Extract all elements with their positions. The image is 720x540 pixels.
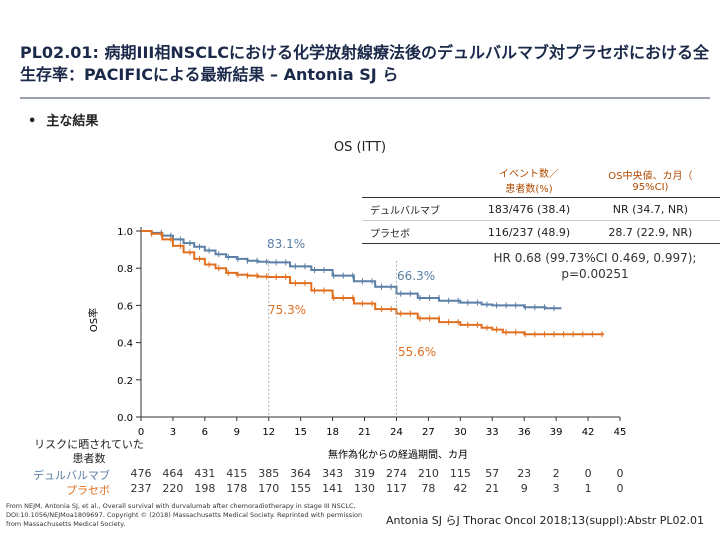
bullet-heading: • 主な結果: [28, 110, 98, 129]
x-tick-label: 27: [422, 427, 435, 438]
table-row: プラセボ 116/237 (48.9) 28.7 (22.9, NR): [362, 220, 720, 244]
risk-cell: 115: [449, 467, 471, 480]
risk-cell: 237: [130, 482, 152, 495]
y-tick-label: 0.6: [117, 301, 133, 312]
annotation-placebo-12m: 75.3%: [268, 303, 306, 317]
row-label: デュルバルマブ: [362, 197, 478, 221]
x-tick-label: 9: [234, 427, 240, 438]
risk-table-title: リスクに晒されていた 患者数: [34, 438, 144, 465]
risk-cell: 117: [385, 482, 407, 495]
risk-cell: 415: [226, 467, 248, 480]
y-tick-label: 0.4: [117, 339, 133, 350]
risk-label-placebo: プラセボ: [66, 484, 110, 497]
y-tick-label: 0.2: [117, 376, 133, 387]
page-title: PL02.01: 病期III相NSCLCにおける化学放射線療法後のデュルバルマブ…: [20, 43, 709, 84]
risk-cell: 2: [552, 467, 560, 480]
durvalumab-curve: [141, 230, 562, 310]
risk-cell: 178: [226, 482, 248, 495]
risk-cell: 0: [616, 482, 624, 495]
curves: [141, 229, 605, 417]
hazard-ratio-text: HR 0.68 (99.73%CI 0.469, 0.997); p=0.002…: [493, 251, 697, 281]
risk-cell: 21: [485, 482, 500, 495]
title-divider: [20, 97, 710, 99]
risk-cell: 170: [258, 482, 280, 495]
risk-cell: 343: [322, 467, 344, 480]
summary-header-events-text: イベント数／ 患者数(%): [499, 169, 559, 195]
summary-header-median-text: OS中央値、カ月（ 95%CI): [608, 171, 693, 193]
x-tick-label: 42: [582, 427, 595, 438]
risk-cell: 3: [552, 482, 560, 495]
x-tick-label: 45: [614, 427, 627, 438]
risk-cell: 42: [453, 482, 468, 495]
risk-cell: 9: [520, 482, 528, 495]
risk-cell: 364: [290, 467, 312, 480]
summary-header-events: イベント数／ 患者数(%): [477, 163, 581, 198]
risk-cell: 141: [322, 482, 344, 495]
summary-table: イベント数／ 患者数(%) OS中央値、カ月（ 95%CI) デュルバルマブ 1…: [362, 163, 720, 244]
footer-citation: From NEJM, Antonia SJ, et al., Overall s…: [6, 502, 363, 528]
x-tick-label: 36: [518, 427, 531, 438]
risk-cell: 210: [417, 467, 439, 480]
x-tick-label: 18: [326, 427, 339, 438]
summary-header-median: OS中央値、カ月（ 95%CI): [581, 163, 720, 198]
row-median: NR (34.7, NR): [580, 197, 720, 221]
x-tick-label: 39: [550, 427, 563, 438]
risk-cell: 464: [162, 467, 184, 480]
risk-cell: 319: [354, 467, 376, 480]
risk-cell: 1: [584, 482, 592, 495]
risk-cell: 476: [130, 467, 152, 480]
bullet-text: 主な結果: [46, 114, 99, 129]
x-tick-label: 33: [486, 427, 499, 438]
summary-header-row: イベント数／ 患者数(%) OS中央値、カ月（ 95%CI): [362, 163, 720, 198]
chart-title: OS (ITT): [333, 140, 387, 155]
row-events: 116/237 (48.9): [477, 220, 581, 244]
x-tick-label: 24: [390, 427, 403, 438]
risk-label-durvalumab: デュルバルマブ: [33, 469, 110, 482]
risk-cell: 78: [421, 482, 436, 495]
footer-reference: Antonia SJ らJ Thorac Oncol 2018;13(suppl…: [386, 514, 704, 527]
risk-cell: 431: [194, 467, 216, 480]
annotation-placebo-24m: 55.6%: [398, 345, 436, 359]
annotation-durvalumab-12m: 83.1%: [267, 237, 305, 251]
x-tick-label: 0: [138, 427, 144, 438]
y-tick-label: 0.0: [117, 413, 133, 424]
risk-cell: 130: [354, 482, 376, 495]
risk-cell: 274: [385, 467, 407, 480]
row-label: プラセボ: [362, 220, 478, 244]
risk-cell: 0: [616, 467, 624, 480]
y-tick-label: 1.0: [117, 227, 133, 238]
risk-cell: 220: [162, 482, 184, 495]
annotation-durvalumab-24m: 66.3%: [397, 269, 435, 283]
bullet-dot: •: [28, 114, 37, 129]
risk-cell: 57: [485, 467, 500, 480]
x-tick-label: 15: [294, 427, 307, 438]
risk-cell: 23: [517, 467, 532, 480]
axes: 0.00.20.40.60.81.00 3 6 9 12 15 18 21 24 27 30 33 36…: [117, 227, 626, 438]
row-median: 28.7 (22.9, NR): [580, 220, 720, 244]
row-events: 183/476 (38.4): [477, 197, 581, 221]
x-tick-label: 3: [170, 427, 176, 438]
y-tick-label: 0.8: [117, 264, 133, 275]
placebo-curve: [141, 230, 605, 336]
table-row: デュルバルマブ 183/476 (38.4) NR (34.7, NR): [362, 197, 720, 221]
x-tick-label: 21: [358, 427, 371, 438]
y-axis-label: OS率: [87, 308, 100, 332]
x-tick-label: 12: [262, 427, 275, 438]
x-tick-label: 30: [454, 427, 467, 438]
risk-cell: 155: [290, 482, 312, 495]
risk-cell: 198: [194, 482, 216, 495]
x-axis-label: 無作為化からの経過期間、カ月: [328, 448, 468, 461]
risk-cell: 385: [258, 467, 280, 480]
x-tick-label: 6: [202, 427, 208, 438]
risk-cell: 0: [584, 467, 592, 480]
